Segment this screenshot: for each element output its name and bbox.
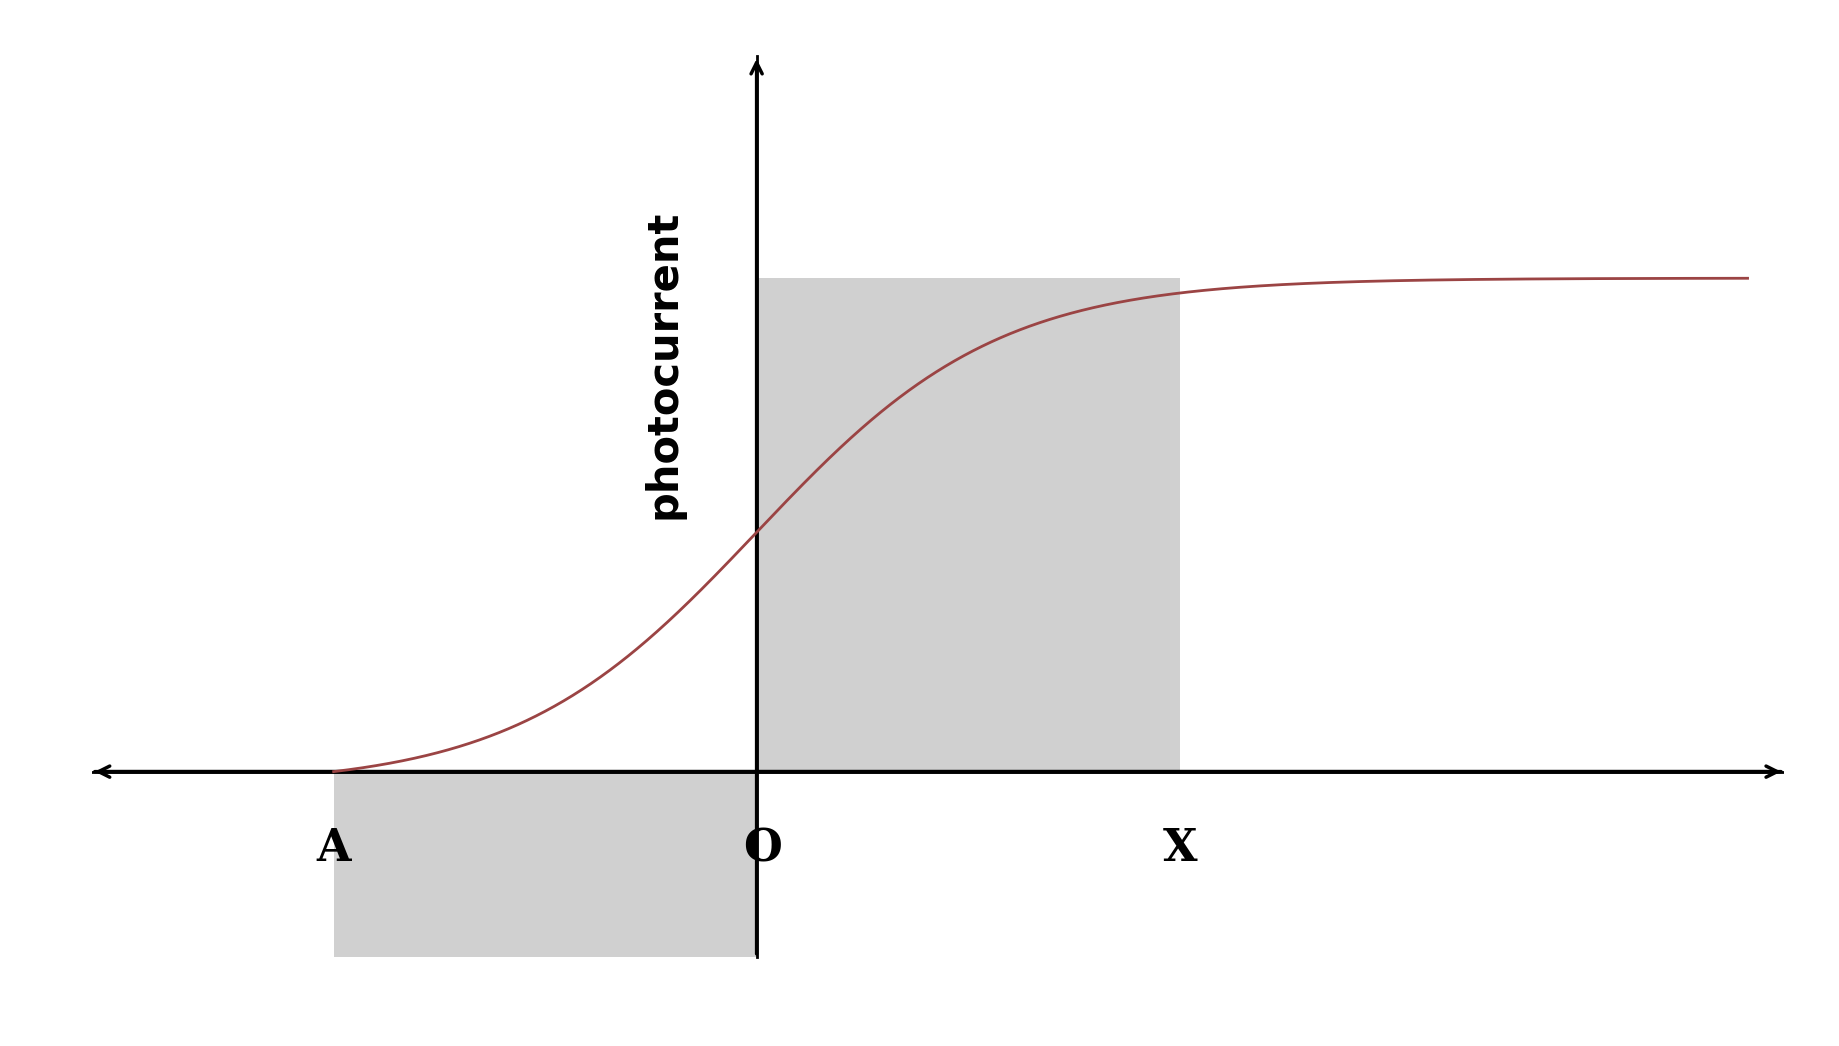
Text: X: X: [1162, 827, 1197, 870]
Text: O: O: [743, 827, 782, 870]
Bar: [333, 772, 756, 957]
Text: A: A: [316, 827, 351, 870]
Bar: [756, 278, 1179, 772]
Text: photocurrent: photocurrent: [642, 210, 684, 519]
